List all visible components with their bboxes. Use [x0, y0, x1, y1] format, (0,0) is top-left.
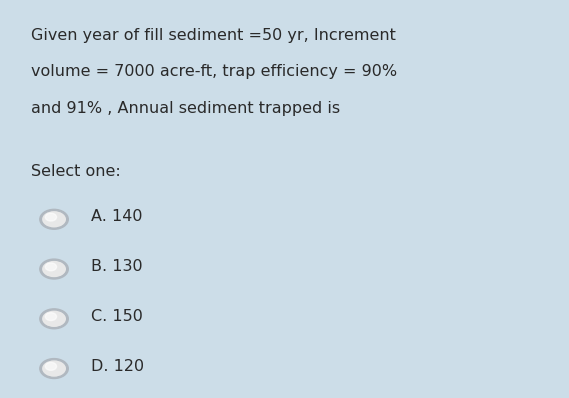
Circle shape — [46, 313, 56, 320]
Circle shape — [42, 310, 67, 328]
Text: and 91% , Annual sediment trapped is: and 91% , Annual sediment trapped is — [31, 101, 340, 116]
Circle shape — [46, 363, 56, 370]
Circle shape — [46, 213, 56, 221]
Text: Select one:: Select one: — [31, 164, 121, 179]
Text: D. 120: D. 120 — [91, 359, 144, 374]
Text: B. 130: B. 130 — [91, 259, 143, 274]
Circle shape — [42, 360, 67, 377]
Circle shape — [40, 209, 68, 229]
Circle shape — [42, 211, 67, 228]
Circle shape — [46, 263, 56, 271]
Circle shape — [40, 309, 68, 329]
Text: A. 140: A. 140 — [91, 209, 143, 224]
Circle shape — [42, 260, 67, 278]
Text: C. 150: C. 150 — [91, 309, 143, 324]
Text: Given year of fill sediment =50 yr, Increment: Given year of fill sediment =50 yr, Incr… — [31, 28, 396, 43]
Circle shape — [40, 359, 68, 378]
Text: volume = 7000 acre-ft, trap efficiency = 90%: volume = 7000 acre-ft, trap efficiency =… — [31, 64, 397, 80]
Circle shape — [40, 259, 68, 279]
